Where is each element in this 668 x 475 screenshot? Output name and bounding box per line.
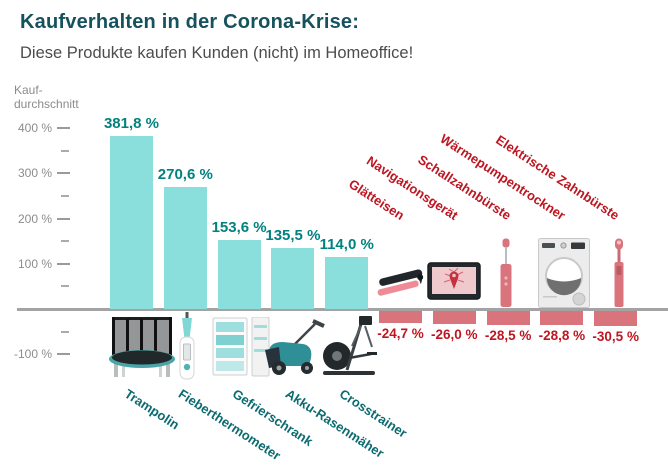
y-minor-tick-mark — [61, 285, 69, 288]
y-tick-label: 400 % — [17, 121, 52, 136]
value-label-schallzahnbuerste: -28,5 % — [484, 328, 532, 344]
crosstrainer-icon — [322, 316, 377, 375]
flat-iron-icon — [377, 269, 423, 296]
y-axis-title: Kauf- durchschnitt — [14, 83, 79, 111]
dryer-icon — [537, 238, 590, 308]
product-icon-slot-gefrierschrank — [212, 317, 270, 377]
y-minor-tick-mark — [61, 240, 69, 243]
y-tick-mark — [57, 172, 70, 175]
y-tick-label: 300 % — [17, 166, 52, 181]
value-label-elektrische-zahnbuerste: -30,5 % — [592, 329, 639, 345]
y-tick-label: 200 % — [17, 211, 52, 226]
category-label-trampolin: Trampolin — [121, 386, 183, 433]
y-minor-tick-mark — [61, 195, 69, 197]
value-label-crosstrainer: 114,0 % — [319, 236, 374, 254]
product-icon-slot-glaetteisen — [374, 262, 428, 304]
category-label-akku-rasenmaeher: Akku-Rasenmäher — [283, 386, 388, 461]
negative-bar-navigationsgeraet — [432, 311, 476, 324]
positive-bar-gefrierschrank — [217, 239, 261, 309]
page-title: Kaufverhalten in der Corona-Krise: — [20, 11, 360, 33]
navigation-device-icon — [427, 262, 481, 300]
y-axis-title-line2: durchschnitt — [14, 97, 79, 111]
product-icon-slot-crosstrainer — [319, 314, 383, 378]
lawn-mower-icon — [264, 319, 325, 375]
trampoline-icon — [108, 317, 175, 377]
value-label-waermepumpentrockner: -28,8 % — [538, 328, 586, 344]
product-icon-slot-elektrische-zahnbuerste — [610, 238, 628, 308]
value-label-trampolin: 381,8 % — [103, 115, 160, 133]
y-tick-label: 100 % — [17, 256, 52, 271]
y-tick-label: -100 % — [13, 347, 52, 362]
y-tick-mark — [57, 262, 70, 265]
negative-bar-schallzahnbuerste — [486, 311, 530, 326]
product-icon-slot-navigationsgeraet — [427, 262, 481, 300]
y-tick-mark — [57, 127, 70, 130]
y-tick-mark — [57, 217, 70, 220]
electric-toothbrush-icon — [614, 238, 624, 307]
freezer-icon — [212, 317, 270, 377]
positive-bar-fieberthermometer — [163, 186, 207, 309]
value-label-navigationsgeraet: -26,0 % — [431, 327, 478, 342]
negative-bar-waermepumpentrockner — [540, 311, 584, 326]
x-axis-baseline — [17, 308, 668, 311]
y-tick-mark — [57, 353, 70, 356]
page-subtitle: Diese Produkte kaufen Kunden (nicht) im … — [20, 44, 414, 62]
positive-bar-crosstrainer — [325, 257, 369, 309]
positive-bar-akku-rasenmaeher — [271, 247, 315, 309]
category-label-navigationsgeraet: Navigationsgerät — [363, 152, 461, 223]
product-icon-slot-trampolin — [102, 315, 182, 379]
value-label-akku-rasenmaeher: 135,5 % — [265, 226, 321, 244]
y-minor-tick-mark — [61, 330, 69, 333]
value-label-fieberthermometer: 270,6 % — [157, 165, 213, 183]
product-icon-slot-akku-rasenmaeher — [263, 318, 327, 376]
negative-bar-glaetteisen — [379, 311, 422, 324]
value-label-gefrierschrank: 153,6 % — [211, 218, 267, 236]
y-minor-tick-mark — [61, 149, 69, 152]
product-icon-slot-fieberthermometer — [176, 312, 198, 380]
category-label-schallzahnbuerste: Schallzahnbürste — [415, 151, 515, 223]
thermometer-icon — [179, 312, 195, 380]
y-axis-title-line1: Kauf- — [14, 83, 43, 97]
value-label-glaetteisen: -24,7 % — [377, 326, 424, 342]
sonic-toothbrush-icon — [500, 238, 512, 307]
product-icon-slot-waermepumpentrockner — [537, 238, 590, 308]
positive-bar-trampolin — [110, 136, 153, 309]
negative-bar-elektrische-zahnbuerste — [594, 311, 638, 327]
product-icon-slot-schallzahnbuerste — [497, 238, 515, 308]
